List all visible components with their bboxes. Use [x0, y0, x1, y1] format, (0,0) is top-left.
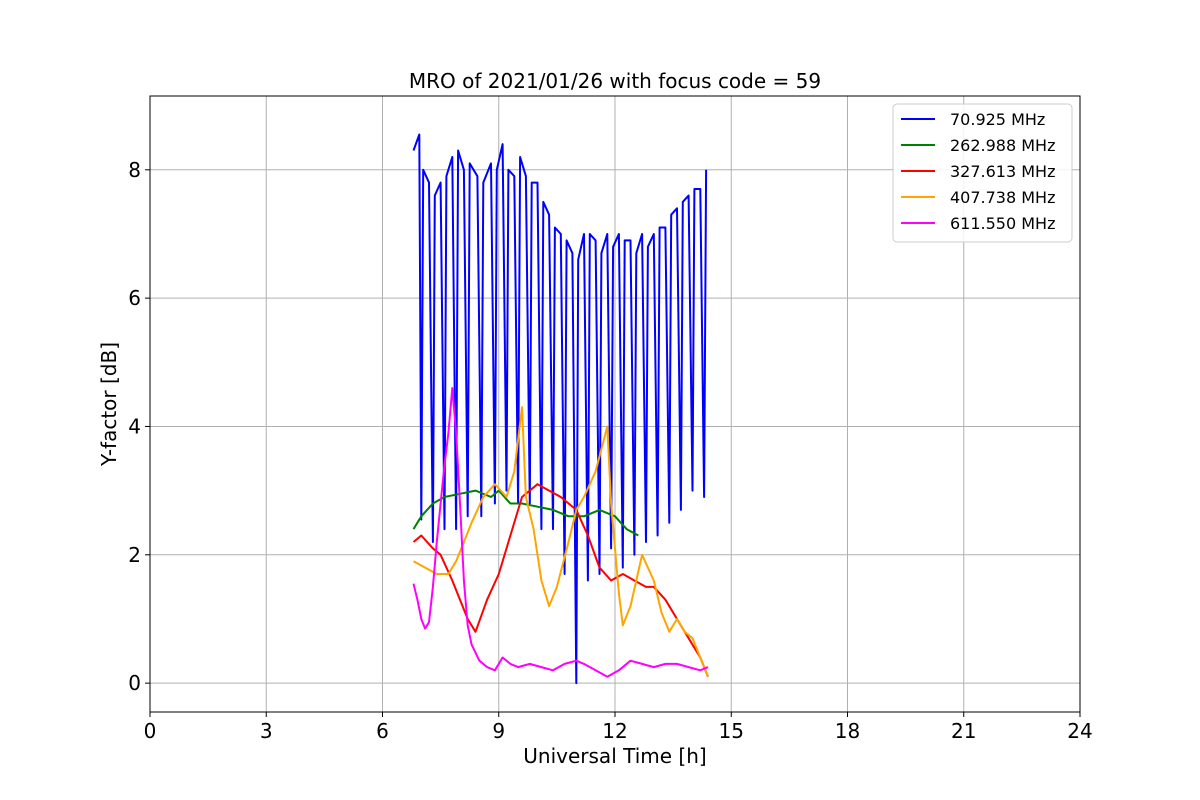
legend-label: 70.925 MHz — [950, 110, 1045, 129]
x-axis: 0 3 6 9 12 15 18 21 24 — [144, 712, 1093, 743]
y-tick-label: 4 — [128, 414, 141, 438]
y-tick-label: 6 — [128, 286, 141, 310]
legend-box — [892, 103, 1073, 243]
y-axis: 0 2 4 6 8 — [128, 158, 150, 695]
x-tick-label: 12 — [602, 719, 627, 743]
series-line-0 — [412, 133, 708, 685]
series-line-2 — [412, 483, 709, 678]
x-tick-label: 24 — [1067, 719, 1092, 743]
x-tick-label: 0 — [144, 719, 157, 743]
plot-area — [412, 133, 709, 685]
x-tick-label: 15 — [719, 719, 744, 743]
x-tick-label: 6 — [376, 719, 389, 743]
y-tick-label: 8 — [128, 158, 141, 182]
series-line-1 — [412, 489, 639, 537]
y-tick-label: 0 — [128, 671, 141, 695]
legend-label: 611.550 MHz — [950, 214, 1055, 233]
series-line-4 — [412, 387, 709, 678]
x-axis-label: Universal Time [h] — [523, 744, 706, 768]
x-tick-label: 3 — [260, 719, 273, 743]
chart-title: MRO of 2021/01/26 with focus code = 59 — [409, 69, 821, 93]
x-tick-label: 21 — [951, 719, 976, 743]
y-axis-label: Y-factor [dB] — [97, 342, 121, 467]
series-line-3 — [413, 406, 709, 678]
legend-label: 407.738 MHz — [950, 188, 1055, 207]
legend-label: 327.613 MHz — [950, 162, 1055, 181]
y-tick-label: 2 — [128, 543, 141, 567]
legend-label: 262.988 MHz — [950, 136, 1055, 155]
legend: 70.925 MHz 262.988 MHz 327.613 MHz 407.738 … — [892, 103, 1073, 243]
x-tick-label: 18 — [835, 719, 860, 743]
x-tick-label: 9 — [492, 719, 505, 743]
